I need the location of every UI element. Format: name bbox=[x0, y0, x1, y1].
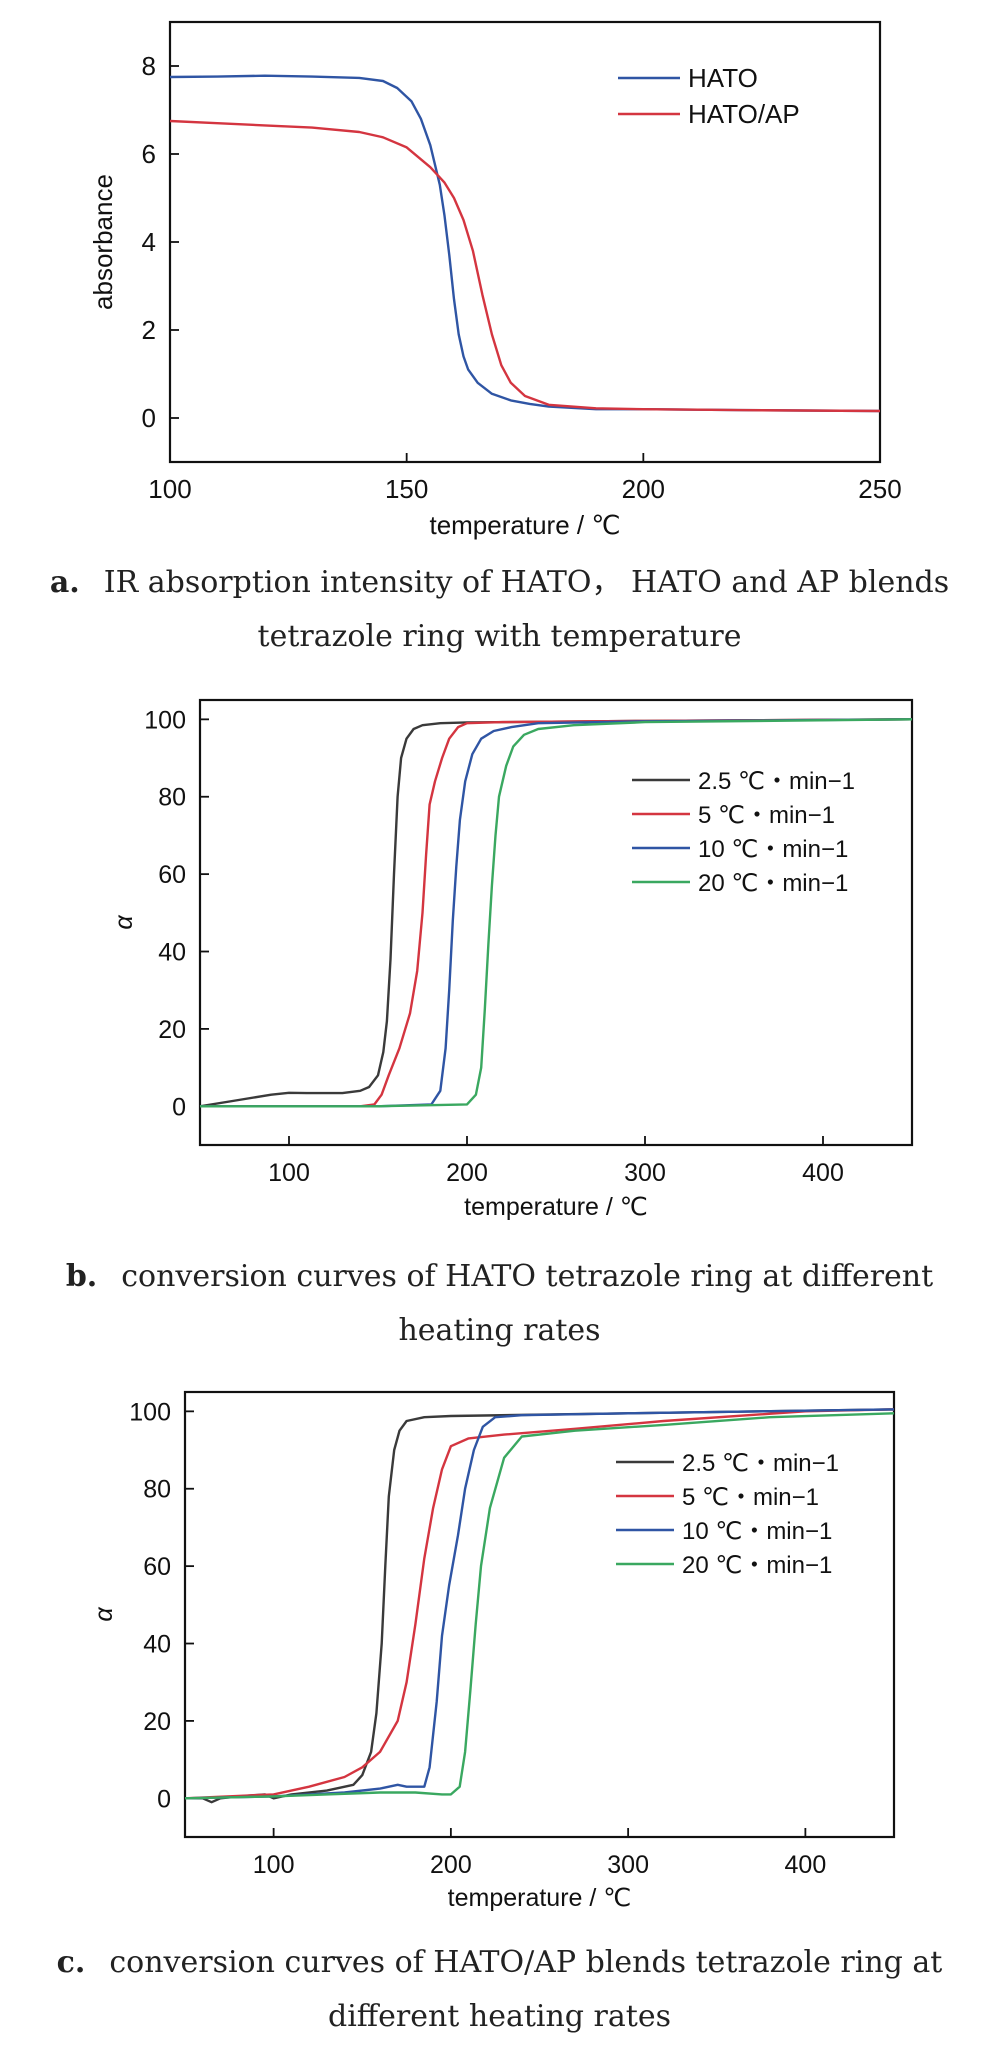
y-tick-label: 20 bbox=[158, 1016, 186, 1044]
caption-c-text: conversion curves of HATO/AP blends tetr… bbox=[109, 1945, 943, 1980]
x-tick-label: 100 bbox=[148, 474, 191, 504]
legend-label: 2.5 ℃・min−1 bbox=[682, 1450, 839, 1477]
y-tick-label: 6 bbox=[142, 139, 156, 169]
legend-label: 10 ℃・min−1 bbox=[682, 1518, 832, 1545]
series-line bbox=[184, 1412, 895, 1800]
chart-c: 100 200 300 400 0 20 40 60 80 100 temperature / ℃ α… bbox=[90, 1390, 896, 1912]
series-line bbox=[169, 74, 881, 413]
y-tick-label: 100 bbox=[129, 1398, 171, 1426]
x-tick-label: 400 bbox=[802, 1159, 844, 1187]
chart-a: 100 150 200 250 0 2 4 6 8 temperature / ℃ absorban… bbox=[88, 20, 902, 540]
series-line bbox=[199, 718, 913, 1108]
y-axis-label: α bbox=[110, 915, 138, 930]
legend-label: 10 ℃・min−1 bbox=[698, 836, 848, 863]
caption-b-letter: b. bbox=[65, 1259, 98, 1294]
y-axis-label: absorbance bbox=[88, 174, 118, 310]
x-tick-label: 300 bbox=[624, 1159, 666, 1187]
y-tick-label: 0 bbox=[142, 403, 156, 433]
y-tick-label: 0 bbox=[157, 1785, 171, 1813]
caption-b: b. conversion curves of HATO tetrazole ri… bbox=[0, 1250, 999, 1358]
y-axis-label: α bbox=[90, 1607, 118, 1622]
x-axis-label: temperature / ℃ bbox=[429, 510, 620, 540]
y-tick-label: 60 bbox=[158, 861, 186, 889]
legend-label: 5 ℃・min−1 bbox=[682, 1484, 819, 1511]
series-line bbox=[200, 718, 913, 1108]
x-tick-label: 400 bbox=[785, 1851, 827, 1879]
y-tick-label: 80 bbox=[158, 784, 186, 812]
x-tick-label: 100 bbox=[268, 1159, 310, 1187]
y-tick-label: 40 bbox=[158, 939, 186, 967]
y-tick-label: 60 bbox=[143, 1553, 171, 1581]
y-tick-label: 80 bbox=[143, 1476, 171, 1504]
y-tick-label: 0 bbox=[172, 1093, 186, 1121]
caption-a: a. IR absorption intensity of HATO， HATO … bbox=[0, 556, 999, 664]
y-tick-label: 2 bbox=[142, 315, 156, 345]
y-tick-label: 100 bbox=[144, 706, 186, 734]
series-line bbox=[200, 718, 913, 1108]
x-tick-label: 200 bbox=[446, 1159, 488, 1187]
series-line bbox=[184, 1408, 895, 1800]
y-tick-label: 20 bbox=[143, 1708, 171, 1736]
caption-c-line1: c. conversion curves of HATO/AP blends te… bbox=[0, 1936, 999, 1990]
legend-label: 2.5 ℃・min−1 bbox=[698, 768, 855, 795]
x-axis-label: temperature / ℃ bbox=[448, 1884, 632, 1912]
caption-a-line1: a. IR absorption intensity of HATO， HATO … bbox=[0, 556, 999, 610]
caption-a-line2: tetrazole ring with temperature bbox=[257, 619, 742, 654]
caption-c-letter: c. bbox=[56, 1945, 86, 1980]
caption-c-line2: different heating rates bbox=[328, 1999, 671, 2034]
x-tick-label: 200 bbox=[430, 1851, 472, 1879]
x-axis-label: temperature / ℃ bbox=[464, 1193, 648, 1221]
plot-frame bbox=[183, 1390, 896, 1839]
panel-b: 100 200 300 400 0 20 40 60 80 100 temperature / ℃ α… bbox=[0, 680, 999, 1240]
panel-c: 100 200 300 400 0 20 40 60 80 100 temperature / ℃ α… bbox=[0, 1370, 999, 1930]
legend-label: 20 ℃・min−1 bbox=[682, 1552, 832, 1579]
panel-a: 100 150 200 250 0 2 4 6 8 temperature / ℃ absorban… bbox=[0, 0, 999, 560]
legend-label: 5 ℃・min−1 bbox=[698, 802, 835, 829]
legend-label: 20 ℃・min−1 bbox=[698, 870, 848, 897]
x-tick-label: 150 bbox=[385, 474, 428, 504]
chart-b: 100 200 300 400 0 20 40 60 80 100 temperature / ℃ α… bbox=[110, 698, 914, 1221]
caption-b-text: conversion curves of HATO tetrazole ring… bbox=[121, 1259, 934, 1294]
plot-frame bbox=[198, 698, 914, 1147]
caption-b-line1: b. conversion curves of HATO tetrazole ri… bbox=[0, 1250, 999, 1304]
legend-label: HATO bbox=[688, 63, 758, 93]
legend-label: HATO/AP bbox=[688, 99, 800, 129]
y-tick-label: 4 bbox=[142, 227, 156, 257]
caption-c: c. conversion curves of HATO/AP blends te… bbox=[0, 1936, 999, 2044]
y-tick-label: 40 bbox=[143, 1631, 171, 1659]
y-tick-label: 8 bbox=[142, 51, 156, 81]
x-tick-label: 100 bbox=[253, 1851, 295, 1879]
x-tick-label: 250 bbox=[858, 474, 901, 504]
x-tick-label: 300 bbox=[607, 1851, 649, 1879]
caption-b-line2: heating rates bbox=[398, 1313, 601, 1348]
caption-a-text: IR absorption intensity of HATO， HATO an… bbox=[103, 565, 950, 600]
series-line bbox=[169, 119, 881, 413]
series-line bbox=[184, 1408, 895, 1800]
x-tick-label: 200 bbox=[622, 474, 665, 504]
caption-a-letter: a. bbox=[49, 565, 80, 600]
